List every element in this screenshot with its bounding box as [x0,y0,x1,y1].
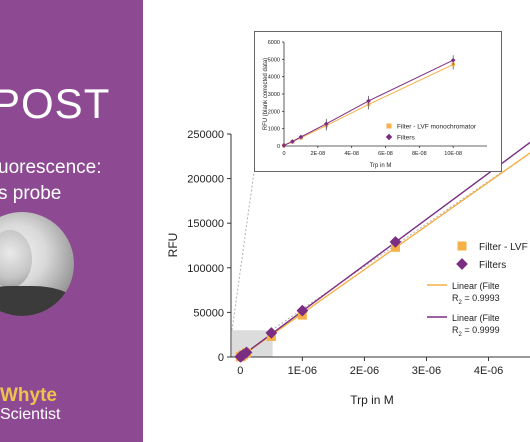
inset-x-tick-label: 4E-08 [344,151,359,157]
inset-x-tick-label: 10E-08 [444,151,462,157]
subtitle-line-1: uorescence: [0,157,102,178]
x-tick-label: 0 [237,365,243,377]
x-tick-label: 2E-06 [350,365,379,377]
y-tick-label: 100000 [187,263,224,275]
legend-trend-label: Linear (Filte [452,281,500,291]
photo-head [0,230,32,288]
inset-y-tick-label: 4000 [268,75,280,81]
legend-label: Filter - LVF m [479,242,530,253]
data-point [240,346,253,359]
inset-x-axis-title: Trp in M [370,163,392,169]
inset-legend-label: Filters [397,135,415,142]
inset-axes [282,41,487,148]
inset-y-tick-label: 2000 [268,109,280,115]
data-point [389,236,402,248]
inset-y-axis-title: RFU (blank corrected data) [263,58,269,130]
inset-y-tick-label: 0 [277,144,280,150]
inset-y-tick-label: 6000 [268,40,280,46]
inset-y-tick-label: 5000 [268,57,280,63]
y-tick-label: 0 [218,352,224,364]
r2-letter: R [452,325,459,335]
inset-x-tick-label: 6E-08 [378,151,393,157]
inset-y-tick-label: 3000 [268,92,280,98]
legend-label: Filters [479,260,506,271]
legend-r2: R2 = 0.9993 [452,293,500,306]
author-photo [0,212,74,316]
inset-labels: 0 1000 2000 3000 4000 5000 6000 0 2E-08 4E-08 6E-0… [263,40,462,169]
zoom-guide-left [231,171,255,331]
inset-legend-marker [385,133,393,141]
inset-data-point [281,142,287,148]
y-tick-label: 50000 [193,307,224,319]
legend-marker [457,241,467,251]
x-tick-label: 3E-06 [412,365,441,377]
photo-suit [0,286,74,316]
inset-data-point [366,98,371,104]
inset-panel: 0 1000 2000 3000 4000 5000 6000 0 2E-08 4E-08 6E-0… [254,31,502,172]
legend-trend-label: Linear (Filte [452,313,500,323]
zoom-guide-right [271,171,503,331]
trendline [239,152,530,358]
trendline [239,141,530,358]
post-title: POST [0,80,111,127]
legend-r2: R2 = 0.9999 [452,325,500,338]
inset-x-tick-label: 2E-08 [310,151,325,157]
inset-y-tick-label: 1000 [268,127,280,133]
main-points [234,236,402,363]
legend-marker [456,258,468,270]
y-tick-label: 250000 [187,129,224,141]
r2-subscript: 2 [459,300,463,306]
r2-value: = 0.9999 [462,325,500,335]
inset-legend-label: Filter - LVF monochromator [397,124,477,131]
x-axis-title: Trp in M [350,393,394,407]
y-axis-title: RFU [166,233,180,258]
inset-legend-marker [386,123,392,129]
author-name: Whyte [0,385,57,406]
inset-x-tick-label: 0 [282,151,285,157]
inset-legend: Filter - LVF monochromator Filters [385,123,477,142]
r2-subscript: 2 [459,332,463,338]
r2-letter: R [452,293,459,303]
banner-panel: POST uorescence: s probe Whyte Scientist [0,0,143,442]
inset-x-tick-label: 8E-08 [412,151,427,157]
main-trendlines [239,141,530,358]
author-role: Scientist [0,406,61,423]
inset-data-point [450,57,456,63]
y-tick-label: 150000 [187,218,224,230]
subtitle-line-2: s probe [0,183,62,204]
x-tick-label: 4E-06 [474,365,503,377]
y-tick-label: 200000 [187,174,224,186]
x-tick-label: 1E-06 [288,365,317,377]
r2-value: = 0.9993 [462,293,500,303]
inset-chart: 0 1000 2000 3000 4000 5000 6000 0 2E-08 4E-08 6E-0… [263,40,487,169]
